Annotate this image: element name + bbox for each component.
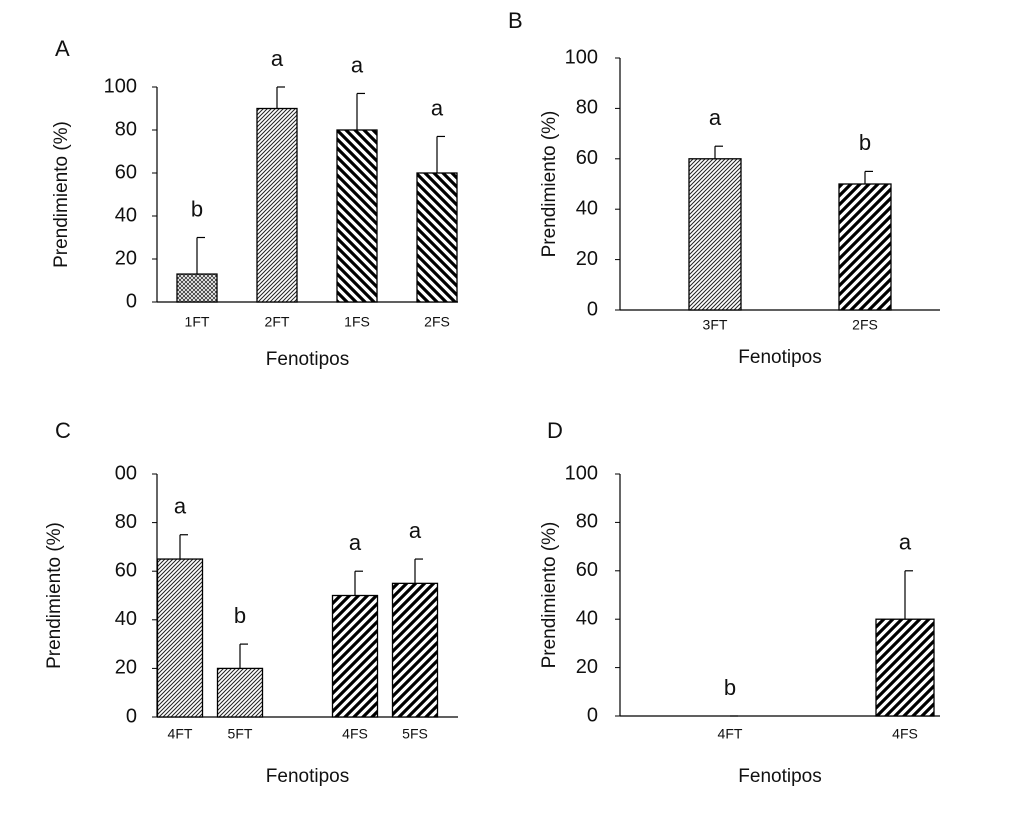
y-tick-label: 60 bbox=[115, 559, 137, 581]
bar bbox=[331, 594, 379, 718]
y-tick-label: 80 bbox=[576, 511, 598, 533]
x-axis-label: Fenotipos bbox=[738, 766, 821, 787]
y-tick-label: 20 bbox=[576, 248, 598, 270]
y-tick-label: 0 bbox=[587, 704, 598, 726]
y-tick-label: 80 bbox=[576, 97, 598, 119]
significance-letter: a bbox=[351, 52, 364, 77]
bar bbox=[838, 183, 892, 311]
y-axis-label: Prendimiento (%) bbox=[539, 111, 560, 258]
bar bbox=[176, 273, 218, 303]
significance-letter: b bbox=[234, 603, 246, 628]
bar bbox=[336, 129, 378, 303]
bar bbox=[688, 158, 742, 311]
y-tick-label: 60 bbox=[115, 161, 137, 183]
y-tick-label: 0 bbox=[126, 705, 137, 727]
y-tick-label: 40 bbox=[576, 197, 598, 219]
y-tick-label: 40 bbox=[576, 607, 598, 629]
x-tick-label: 1FT bbox=[185, 314, 210, 330]
y-tick-label: 0 bbox=[587, 298, 598, 320]
y-tick-label: 00 bbox=[115, 462, 137, 484]
x-tick-label: 4FT bbox=[168, 726, 193, 742]
x-tick-label: 4FS bbox=[342, 726, 368, 742]
y-tick-label: 100 bbox=[565, 46, 598, 68]
significance-letter: b bbox=[724, 675, 736, 700]
significance-letter: a bbox=[174, 494, 187, 519]
significance-letter: a bbox=[271, 46, 284, 71]
y-axis-label: Prendimiento (%) bbox=[51, 121, 72, 268]
x-tick-label: 1FS bbox=[344, 314, 370, 330]
significance-letter: b bbox=[191, 196, 203, 221]
x-tick-label: 2FS bbox=[424, 314, 450, 330]
significance-letter: a bbox=[409, 518, 422, 543]
y-tick-label: 100 bbox=[565, 462, 598, 484]
panel-label: C bbox=[55, 418, 71, 443]
x-axis-label: Fenotipos bbox=[738, 347, 821, 368]
bar bbox=[256, 107, 298, 303]
x-axis-label: Fenotipos bbox=[266, 349, 349, 370]
y-tick-label: 20 bbox=[115, 657, 137, 679]
y-tick-label: 20 bbox=[576, 656, 598, 678]
y-tick-label: 40 bbox=[115, 608, 137, 630]
y-tick-label: 60 bbox=[576, 559, 598, 581]
bar bbox=[416, 172, 458, 303]
significance-letter: a bbox=[709, 105, 722, 130]
y-axis-label: Prendimiento (%) bbox=[44, 522, 65, 669]
y-tick-label: 80 bbox=[115, 118, 137, 140]
x-axis-label: Fenotipos bbox=[266, 766, 349, 787]
x-tick-label: 3FT bbox=[703, 317, 728, 333]
significance-letter: a bbox=[349, 530, 362, 555]
panel-label: D bbox=[547, 418, 563, 443]
y-tick-label: 100 bbox=[104, 75, 137, 97]
significance-letter: b bbox=[859, 130, 871, 155]
x-tick-label: 4FT bbox=[718, 726, 743, 742]
y-axis-label: Prendimiento (%) bbox=[539, 522, 560, 669]
panel-label: B bbox=[508, 8, 523, 33]
x-tick-label: 5FS bbox=[402, 726, 428, 742]
y-tick-label: 60 bbox=[576, 147, 598, 169]
y-tick-label: 20 bbox=[115, 247, 137, 269]
x-tick-label: 4FS bbox=[892, 726, 918, 742]
panel-label: A bbox=[55, 36, 70, 61]
y-tick-label: 40 bbox=[115, 204, 137, 226]
x-tick-label: 2FT bbox=[265, 314, 290, 330]
significance-letter: a bbox=[431, 95, 444, 120]
significance-letter: a bbox=[899, 530, 912, 555]
y-tick-label: 0 bbox=[126, 290, 137, 312]
x-tick-label: 2FS bbox=[852, 317, 878, 333]
x-tick-label: 5FT bbox=[228, 726, 253, 742]
bar bbox=[156, 558, 204, 718]
bar bbox=[391, 582, 439, 718]
bar bbox=[875, 618, 935, 717]
bar bbox=[216, 667, 264, 718]
y-tick-label: 80 bbox=[115, 511, 137, 533]
